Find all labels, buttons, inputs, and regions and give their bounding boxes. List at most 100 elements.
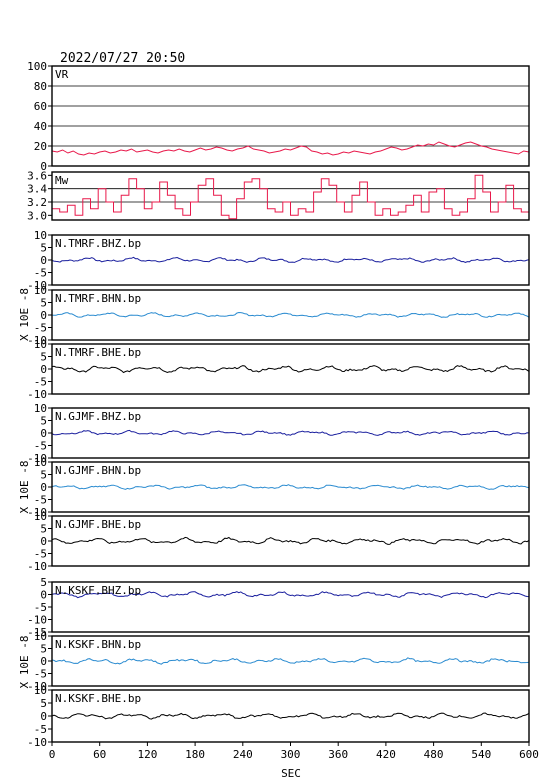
y-tick-label: -10 bbox=[27, 680, 47, 693]
panel-label: N.GJMF.BHN.bp bbox=[55, 464, 141, 477]
y-unit-label: X 10E -8 bbox=[18, 461, 31, 514]
panel-frame bbox=[51, 65, 530, 167]
y-tick-label: 0 bbox=[40, 160, 47, 173]
y-tick-label: 0 bbox=[40, 254, 47, 267]
y-tick-label: 3.2 bbox=[27, 196, 47, 209]
y-tick-label: 10 bbox=[34, 338, 47, 351]
y-tick-label: -5 bbox=[34, 548, 47, 561]
y-tick-label: 5 bbox=[40, 242, 47, 255]
series-line bbox=[51, 311, 530, 318]
y-tick-label: 100 bbox=[27, 60, 47, 73]
y-tick-label: 0 bbox=[40, 427, 47, 440]
y-tick-label: -10 bbox=[27, 388, 47, 401]
panel-label: N.GJMF.BHZ.bp bbox=[55, 410, 141, 423]
y-tick-label: 10 bbox=[34, 229, 47, 242]
x-tick-label: 420 bbox=[376, 748, 396, 761]
y-tick-label: 10 bbox=[34, 402, 47, 415]
y-unit-labels: X 10E -8 X 10E -8 X 10E -8 bbox=[18, 288, 31, 688]
y-tick-label: -5 bbox=[34, 723, 47, 736]
panel-label: N.TMRF.BHN.bp bbox=[55, 292, 141, 305]
series-line bbox=[52, 174, 529, 220]
datetime-title: 2022/07/27 20:50 bbox=[60, 51, 185, 66]
y-tick-label: -5 bbox=[34, 440, 47, 453]
x-tick-label: 600 bbox=[519, 748, 539, 761]
x-tick-label: 300 bbox=[281, 748, 301, 761]
x-tick-label: 240 bbox=[233, 748, 253, 761]
y-tick-label: 0 bbox=[40, 363, 47, 376]
panel-label: VR bbox=[55, 68, 69, 81]
y-tick-label: -10 bbox=[27, 736, 47, 749]
y-tick-label: 60 bbox=[34, 100, 47, 113]
series-line bbox=[51, 256, 530, 263]
y-tick-label: 0 bbox=[40, 309, 47, 322]
series-line bbox=[51, 591, 530, 599]
y-tick-label: -10 bbox=[27, 334, 47, 347]
y-tick-label: 80 bbox=[34, 80, 47, 93]
y-tick-label: 0 bbox=[40, 589, 47, 602]
x-tick-label: 180 bbox=[185, 748, 205, 761]
panel-8: -15-10-505 N.KSKF.BHZ.bp bbox=[27, 576, 530, 639]
series-line bbox=[51, 536, 530, 545]
y-tick-label: 0 bbox=[40, 710, 47, 723]
y-tick-label: 5 bbox=[40, 643, 47, 656]
x-tick-label: 360 bbox=[328, 748, 348, 761]
panel-label: N.KSKF.BHZ.bp bbox=[55, 584, 141, 597]
x-axis-label: SEC bbox=[281, 767, 301, 780]
series-line bbox=[51, 712, 530, 720]
x-tick-label: 60 bbox=[93, 748, 106, 761]
y-tick-label: 10 bbox=[34, 284, 47, 297]
y-tick-label: 20 bbox=[34, 140, 47, 153]
y-tick-label: 0 bbox=[40, 481, 47, 494]
y-tick-label: -5 bbox=[34, 601, 47, 614]
y-tick-label: 5 bbox=[40, 697, 47, 710]
series-line bbox=[51, 365, 530, 374]
y-tick-label: 10 bbox=[34, 510, 47, 523]
y-tick-label: 5 bbox=[40, 469, 47, 482]
y-tick-label: 5 bbox=[40, 351, 47, 364]
x-tick-label: 540 bbox=[471, 748, 491, 761]
y-tick-label: -15 bbox=[27, 626, 47, 639]
y-tick-label: 0 bbox=[40, 535, 47, 548]
y-tick-label: -5 bbox=[34, 494, 47, 507]
panel-label: Mw bbox=[55, 174, 69, 187]
series-line bbox=[51, 657, 530, 665]
y-unit-label: X 10E -8 bbox=[18, 636, 31, 689]
y-tick-label: 3.0 bbox=[27, 209, 47, 222]
y-tick-label: 10 bbox=[34, 456, 47, 469]
y-tick-label: 5 bbox=[40, 523, 47, 536]
y-tick-label: 10 bbox=[34, 684, 47, 697]
y-tick-label: 40 bbox=[34, 120, 47, 133]
y-tick-label: 5 bbox=[40, 576, 47, 589]
series-line bbox=[51, 141, 530, 156]
panel-label: N.GJMF.BHE.bp bbox=[55, 518, 141, 531]
y-tick-label: 5 bbox=[40, 415, 47, 428]
series-line bbox=[51, 484, 530, 490]
y-tick-label: -5 bbox=[34, 668, 47, 681]
panel-0: 0 20 40 60 80 100 VR bbox=[27, 60, 530, 173]
panel-label: N.TMRF.BHE.bp bbox=[55, 346, 141, 359]
y-tick-label: -10 bbox=[27, 452, 47, 465]
y-tick-label: 10 bbox=[34, 630, 47, 643]
x-tick-label: 0 bbox=[49, 748, 56, 761]
y-tick-label: 5 bbox=[40, 297, 47, 310]
x-tick-label: 120 bbox=[137, 748, 157, 761]
series-line bbox=[51, 429, 530, 436]
y-tick-label: 0 bbox=[40, 655, 47, 668]
panel-1: 3.03.23.43.6 Mw bbox=[27, 169, 530, 222]
y-tick-label: 3.6 bbox=[27, 169, 47, 182]
y-tick-label: -5 bbox=[34, 267, 47, 280]
x-axis: 0 60 120 180 240 300 360 420 480 540 600 bbox=[49, 742, 539, 761]
panel-frame bbox=[51, 171, 530, 221]
panel-label: N.KSKF.BHE.bp bbox=[55, 692, 141, 705]
panel-label: N.TMRF.BHZ.bp bbox=[55, 237, 141, 250]
x-tick-label: 480 bbox=[424, 748, 444, 761]
